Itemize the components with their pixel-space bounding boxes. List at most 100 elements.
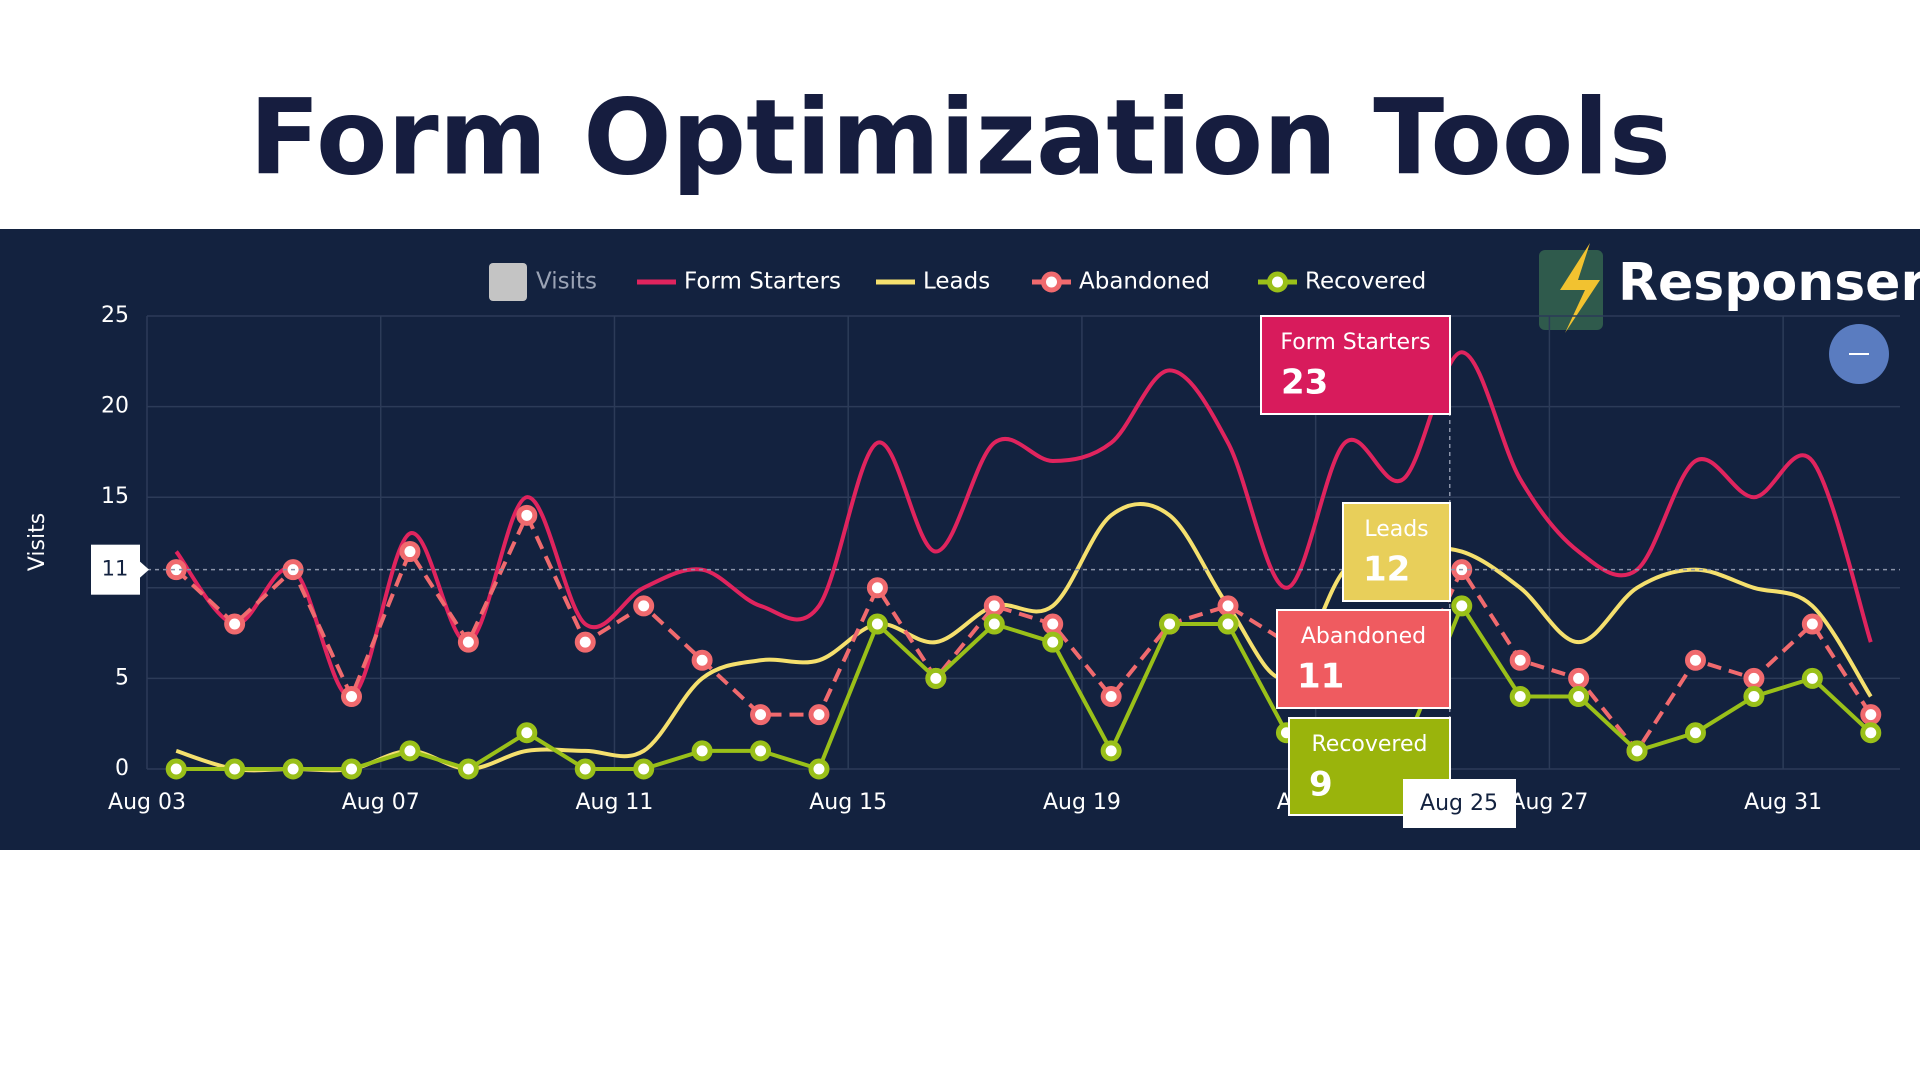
point-marker [1684, 722, 1706, 744]
y-axis-title: Visits [25, 513, 50, 571]
point-marker [1042, 613, 1064, 635]
legend-marker [1267, 271, 1288, 293]
tooltip-value: 11 [1297, 657, 1344, 697]
y-tick-label: 20 [101, 394, 129, 419]
point-marker [866, 577, 888, 599]
point-marker [691, 649, 713, 671]
y-tick-label: 15 [101, 484, 129, 509]
legend-swatch [489, 263, 527, 301]
point-marker [1509, 686, 1531, 708]
x-tick-label: Aug 07 [342, 790, 420, 815]
legend-item[interactable]: Recovered [1258, 269, 1426, 295]
x-tick-label: Aug 11 [575, 790, 653, 815]
logo-text: Responser [1618, 253, 1920, 313]
point-marker [1743, 667, 1765, 689]
point-marker [1801, 613, 1823, 635]
point-marker [457, 631, 479, 653]
point-marker [1860, 704, 1882, 726]
tooltip-series-name: Abandoned [1301, 624, 1426, 649]
tooltip-box [1342, 502, 1451, 602]
point-marker [516, 504, 538, 526]
point-marker [1568, 686, 1590, 708]
tooltip-date: Aug 25 [1420, 791, 1498, 816]
point-marker [1217, 595, 1239, 617]
point-marker [516, 722, 538, 744]
y-tick-label: 25 [101, 303, 129, 328]
point-marker [457, 758, 479, 780]
point-marker [341, 758, 363, 780]
legend-label: Form Starters [684, 269, 841, 295]
point-marker [633, 595, 655, 617]
tooltip-box [1276, 609, 1451, 709]
point-marker [224, 613, 246, 635]
point-marker [1451, 595, 1473, 617]
x-tick-label: Aug 31 [1744, 790, 1822, 815]
point-marker [1100, 740, 1122, 762]
logo: Responser [1539, 243, 1920, 333]
tooltip-value: 23 [1281, 363, 1328, 403]
tooltip-series-name: Form Starters [1280, 330, 1430, 355]
point-marker [691, 740, 713, 762]
y-tick-label: 0 [115, 756, 129, 781]
page-title: Form Optimization Tools [249, 76, 1671, 198]
tooltip-series-name: Leads [1364, 517, 1428, 542]
series-line [174, 513, 1873, 753]
tooltip-series-name: Recovered [1311, 732, 1427, 757]
point-marker [341, 686, 363, 708]
point-marker [750, 704, 772, 726]
x-tick-label: Aug 27 [1510, 790, 1588, 815]
x-tick-label: Aug 19 [1043, 790, 1121, 815]
point-marker [983, 613, 1005, 635]
point-marker [1743, 686, 1765, 708]
point-marker [925, 667, 947, 689]
collapse-button[interactable] [1829, 324, 1889, 384]
point-marker [1568, 667, 1590, 689]
crosshair-label-box [91, 544, 140, 595]
point-marker [983, 595, 1005, 617]
point-marker [1860, 722, 1882, 744]
point-marker [808, 704, 830, 726]
point-marker [1626, 740, 1648, 762]
legend-label: Recovered [1305, 269, 1426, 295]
point-marker [1042, 631, 1064, 653]
point-marker [1217, 613, 1239, 635]
tooltip-value: 9 [1309, 765, 1333, 805]
legend-item[interactable]: Form Starters [637, 269, 841, 295]
x-tick-label: Aug 03 [108, 790, 186, 815]
point-marker [866, 613, 888, 635]
point-marker [399, 541, 421, 563]
crosshair-label: 11 [102, 557, 129, 581]
series-line [175, 502, 1873, 773]
point-marker [1100, 686, 1122, 708]
legend-item[interactable]: Visits [489, 263, 597, 301]
point-marker [224, 758, 246, 780]
legend-marker [1041, 271, 1062, 293]
point-marker [282, 758, 304, 780]
crosshair-label-arrow [140, 561, 149, 578]
point-marker [399, 740, 421, 762]
point-marker [1684, 649, 1706, 671]
point-marker [165, 758, 187, 780]
point-marker [574, 758, 596, 780]
y-tick-label: 5 [115, 665, 129, 690]
tooltip-box [1260, 315, 1451, 415]
point-marker [574, 631, 596, 653]
legend-item[interactable]: Leads [876, 269, 990, 295]
legend-item[interactable]: Abandoned [1032, 269, 1210, 295]
x-tick-label: Aug 15 [809, 790, 887, 815]
tooltip-value: 12 [1363, 550, 1410, 590]
point-marker [165, 559, 187, 581]
legend-label: Visits [536, 269, 597, 295]
chart-panel [0, 229, 1920, 850]
point-marker [633, 758, 655, 780]
tooltip-date-box [1403, 779, 1516, 828]
point-marker [1509, 649, 1531, 671]
logo-bolt [1560, 243, 1600, 333]
point-marker [1801, 667, 1823, 689]
point-marker [1159, 613, 1181, 635]
legend-label: Leads [923, 269, 990, 295]
point-marker [808, 758, 830, 780]
legend-label: Abandoned [1079, 269, 1210, 295]
point-marker [750, 740, 772, 762]
